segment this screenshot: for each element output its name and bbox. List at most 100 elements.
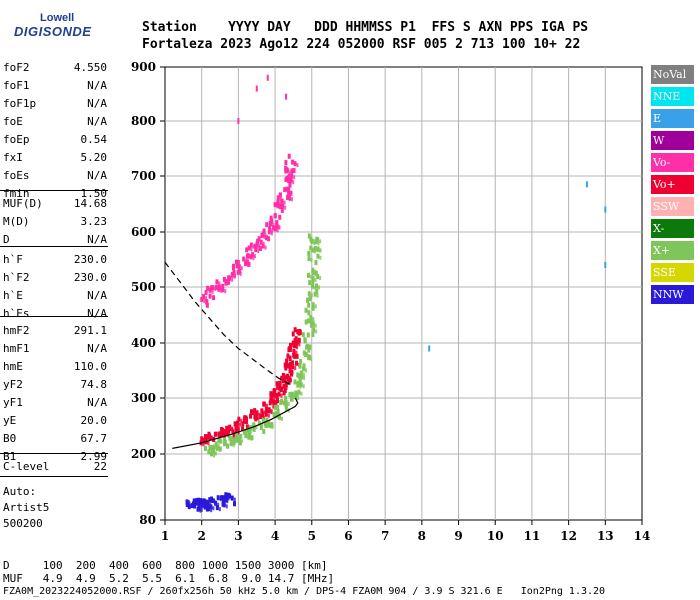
trace-point — [262, 228, 266, 234]
trace-point — [291, 159, 295, 165]
trace-point — [278, 192, 282, 198]
x-tick-label: 8 — [418, 529, 426, 543]
trace-point — [314, 260, 318, 266]
trace-point — [289, 190, 293, 196]
trace-point — [288, 356, 292, 362]
trace-point — [318, 248, 321, 253]
trace-point — [288, 182, 292, 188]
param-key: foF1 — [3, 79, 30, 92]
trace-point — [270, 231, 273, 236]
trace-point — [294, 161, 297, 166]
trace-point — [314, 239, 318, 245]
trace-point — [225, 504, 228, 509]
trace-point — [297, 337, 301, 343]
legend-item-nnw: NNW — [651, 285, 694, 304]
param-separator — [0, 476, 108, 477]
trace-point — [262, 401, 266, 407]
trace-point — [300, 391, 303, 396]
x-tick-label: 3 — [234, 529, 242, 543]
trace-point — [295, 353, 299, 359]
trace-point — [307, 347, 311, 353]
trace-point — [274, 411, 278, 417]
trace-point — [272, 388, 276, 394]
param-hmf2: hmF2 291.1 — [3, 322, 107, 340]
trace-point — [311, 332, 315, 338]
trace-point — [209, 504, 213, 510]
trace-point — [225, 425, 229, 431]
trace-point — [314, 285, 317, 290]
trace-point — [220, 432, 224, 438]
trace-point — [311, 247, 315, 253]
trace-point — [285, 186, 289, 192]
trace-point — [224, 278, 228, 284]
trace-point — [288, 392, 292, 398]
x-tick-label: 11 — [524, 529, 541, 543]
trace-point — [284, 399, 288, 405]
trace-point — [266, 236, 270, 242]
trace-point — [207, 449, 211, 455]
trace-point — [304, 307, 308, 313]
trace-point — [257, 416, 260, 421]
trace-point — [232, 443, 235, 448]
trace-point — [201, 502, 205, 508]
trace-point — [276, 203, 280, 209]
trace-point — [292, 348, 296, 354]
trace-point — [226, 279, 230, 285]
trace-point — [295, 391, 299, 397]
trace-point — [256, 238, 260, 244]
trace-point — [316, 237, 320, 243]
param-value: 230.0 — [73, 271, 107, 284]
trace-point — [280, 207, 284, 213]
trace-point — [291, 331, 295, 337]
trace-point — [290, 360, 294, 366]
param-h-f2: h`F2 230.0 — [3, 269, 107, 287]
trace-point — [289, 365, 292, 370]
trace-point — [309, 322, 313, 328]
trace-point — [284, 165, 288, 171]
trace-point — [250, 435, 254, 441]
trace-point — [205, 302, 209, 308]
param-d: D N/A — [3, 231, 107, 249]
trace-point — [284, 382, 288, 388]
logo-brand: DIGISONDE — [14, 24, 92, 39]
trace-point — [268, 226, 272, 232]
trace-point — [217, 284, 221, 290]
trace-point — [258, 246, 262, 252]
trace-point — [312, 327, 316, 333]
param-value: N/A — [87, 79, 107, 92]
trace-point — [232, 263, 236, 269]
trace-point — [234, 425, 238, 431]
trace-point — [283, 388, 287, 394]
trace-point — [314, 278, 317, 283]
trace-point — [224, 431, 228, 437]
trace-point — [211, 435, 214, 440]
trace-point — [271, 222, 274, 227]
param-foep: foEp 0.54 — [3, 131, 107, 149]
trace-point — [306, 272, 310, 278]
trace-point — [255, 410, 259, 416]
trace-point — [206, 434, 210, 440]
trace-point — [303, 338, 307, 344]
trace-point — [315, 329, 318, 334]
trace-point — [210, 508, 213, 513]
trace-point — [302, 363, 306, 369]
trace-point — [240, 266, 243, 271]
trace-point — [202, 294, 206, 300]
trace-point — [284, 395, 288, 401]
trace-point — [287, 190, 291, 196]
trace-point — [281, 416, 284, 421]
trace-point — [257, 420, 261, 426]
param-m-d-: M(D) 3.23 — [3, 213, 107, 231]
trace-point — [220, 427, 224, 433]
trace-point — [270, 421, 274, 427]
y-tick-label: 200 — [131, 447, 156, 461]
trace-point — [186, 501, 190, 507]
y-tick-label: 800 — [131, 114, 156, 128]
trace-point — [192, 498, 196, 504]
trace-point — [224, 492, 228, 498]
trace-point — [224, 289, 227, 294]
trace-point — [233, 501, 237, 507]
trace-point — [311, 276, 315, 282]
param-separator — [0, 316, 108, 317]
trace-point — [204, 290, 208, 296]
